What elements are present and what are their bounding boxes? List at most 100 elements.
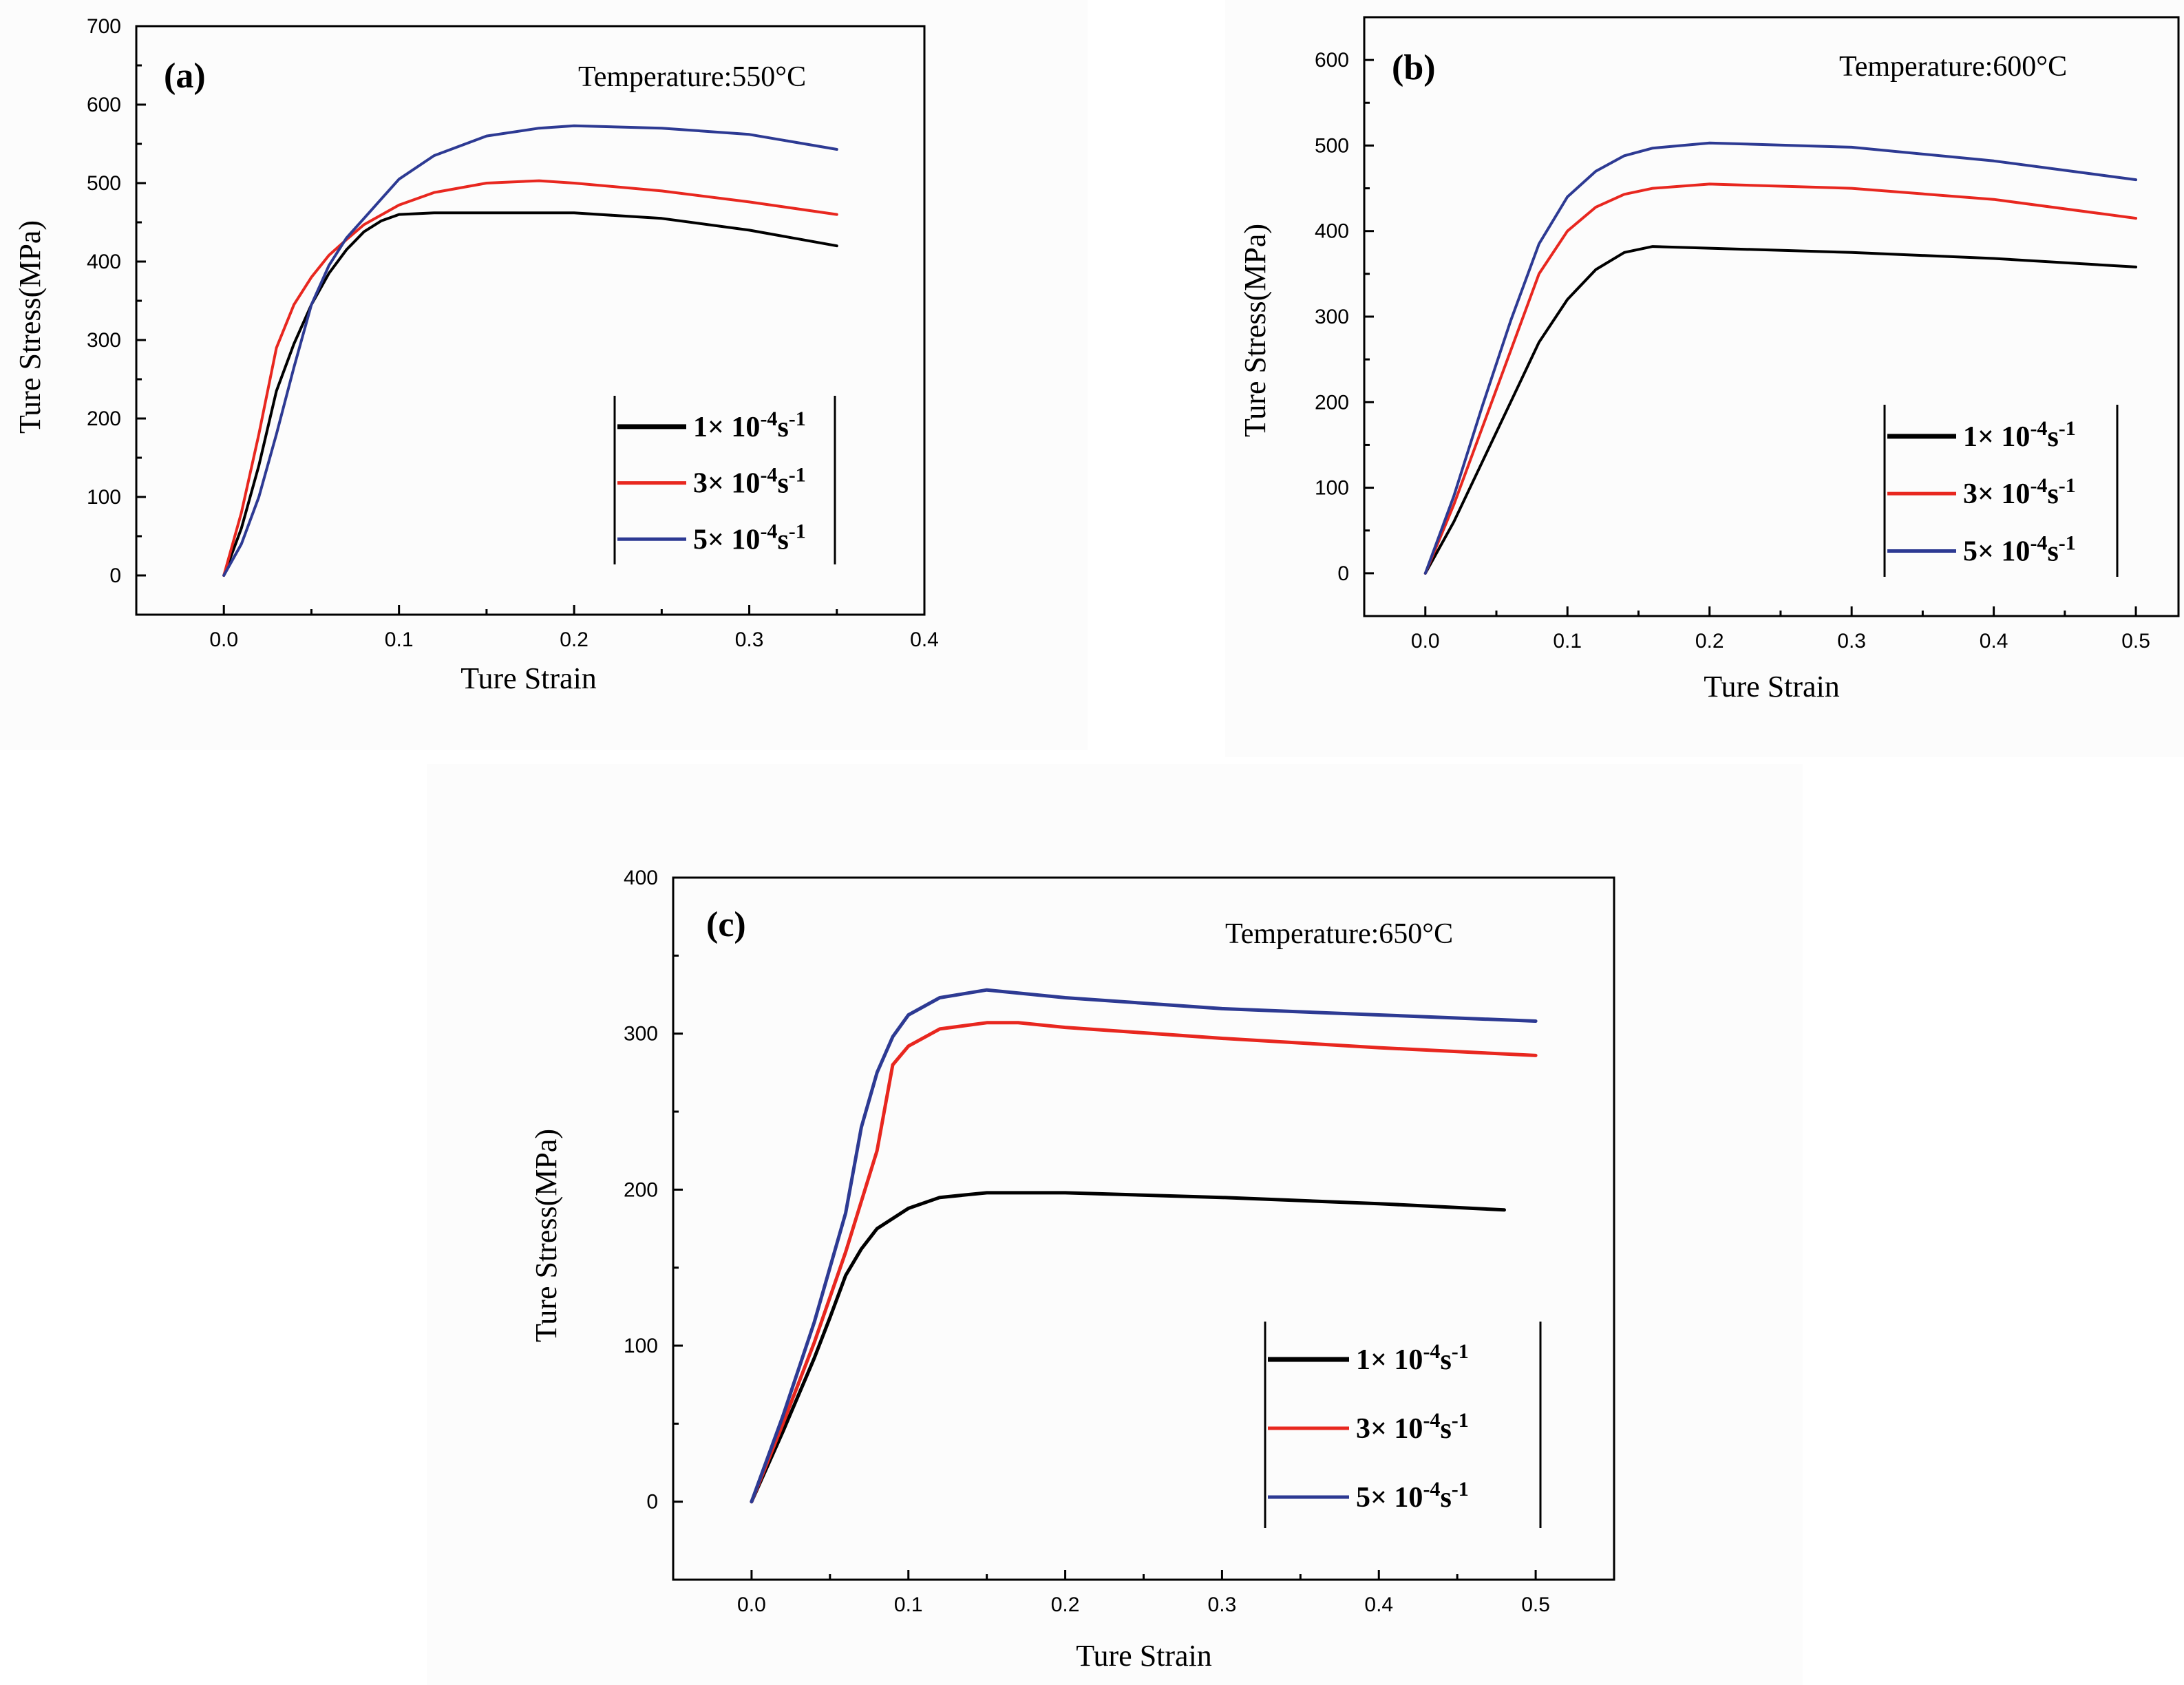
x-tick-label-a: 0.1 (385, 628, 414, 651)
x-tick-label-c: 0.1 (894, 1593, 923, 1616)
series-line-c-1 (750, 1191, 1506, 1504)
y-tick-label-c: 100 (624, 1335, 658, 1357)
legend-label-b-3: 5× 10-4s-1 (1963, 532, 2076, 568)
x-tick-label-b: 0.4 (1980, 630, 2008, 653)
y-tick-label-a: 300 (87, 329, 121, 352)
y-tick-label-b: 400 (1315, 220, 1349, 243)
x-tick-label-c: 0.3 (1208, 1593, 1237, 1616)
series-line-a-2 (222, 179, 838, 577)
legend-c: 1× 10-4s-13× 10-4s-15× 10-4s-1 (1264, 1322, 1542, 1528)
y-tick-label-b: 100 (1315, 477, 1349, 500)
legend-label-part: 1× 10 (1963, 421, 2030, 453)
x-tick-label-b: 0.0 (1411, 630, 1440, 653)
x-tick-label-c: 0.0 (737, 1593, 766, 1616)
y-axis-title-b: Ture Stress(MPa) (1238, 224, 1272, 437)
legend-label-b-1: 1× 10-4s-1 (1963, 417, 2076, 453)
series-line-c-3 (750, 988, 1538, 1504)
x-tick-label-c: 0.5 (1521, 1593, 1550, 1616)
series-line-a-1 (222, 211, 838, 577)
y-axis-title-c: Ture Stress(MPa) (529, 1129, 563, 1342)
panel-b-background (1225, 0, 2184, 757)
y-tick-label-a: 700 (87, 15, 121, 38)
legend-label-part: 5× 10 (693, 524, 760, 555)
legend-label-part: -1 (2059, 532, 2076, 555)
legend-label-part: -4 (1423, 1340, 1440, 1363)
y-tick-label-b: 600 (1315, 49, 1349, 72)
x-tick-label-a: 0.2 (560, 628, 589, 651)
x-tick-label-b: 0.1 (1553, 630, 1582, 653)
legend-label-a-1: 1× 10-4s-1 (693, 407, 806, 443)
legend-label-part: 1× 10 (1356, 1344, 1423, 1376)
y-tick-label-c: 300 (624, 1023, 658, 1046)
legend-border-a (613, 396, 836, 564)
legend-label-part: -4 (1423, 1409, 1440, 1432)
legend-label-part: 3× 10 (1963, 478, 2030, 510)
x-tick-label-c: 0.2 (1051, 1593, 1080, 1616)
legend-label-part: s (2047, 421, 2058, 453)
y-tick-label-a: 500 (87, 172, 121, 195)
legend-label-part: -4 (760, 464, 777, 487)
legend-label-part: 5× 10 (1356, 1482, 1423, 1514)
x-tick-label-a: 0.4 (910, 628, 939, 651)
y-tick-label-a: 200 (87, 407, 121, 430)
x-axis-title-c: Ture Strain (1076, 1639, 1212, 1673)
panel-c-background (427, 764, 1803, 1685)
y-axis-title-a: Ture Stress(MPa) (13, 220, 47, 434)
x-tick-label-b: 0.5 (2121, 630, 2150, 653)
legend-label-part: s (2047, 536, 2058, 568)
panel-label-b: (b) (1392, 48, 1436, 87)
y-tick-label-c: 200 (624, 1178, 658, 1201)
temperature-annotation-c: Temperature:650°C (1225, 918, 1453, 950)
legend-label-c-2: 3× 10-4s-1 (1356, 1409, 1469, 1445)
chart-panels: 0.0 0.1 0.2 0.3 0.4 0 100 200 300 400 500 600 700 Tur… (13, 15, 2180, 1673)
legend-label-part: -1 (2059, 474, 2076, 497)
y-tick-label-a: 400 (87, 251, 121, 273)
legend-label-part: s (1440, 1482, 1451, 1514)
legend-label-c-1: 1× 10-4s-1 (1356, 1340, 1469, 1376)
series-line-b-3 (1423, 141, 2138, 575)
y-tick-label-b: 200 (1315, 391, 1349, 414)
legend-label-part: -4 (760, 520, 777, 542)
chart-b: 0.0 0.1 0.2 0.3 0.4 0.5 0 100 200 300 400 500 600 Tur… (1238, 16, 2180, 703)
chart-a: 0.0 0.1 0.2 0.3 0.4 0 100 200 300 400 500 600 700 Tur… (13, 15, 939, 695)
plot-frame-a (135, 25, 926, 616)
y-tick-label-c: 0 (646, 1491, 658, 1514)
legend-border-b (1883, 405, 2119, 577)
panel-label-a: (a) (164, 56, 206, 96)
y-tick-label-c: 400 (624, 867, 658, 889)
x-tick-label-c: 0.4 (1364, 1593, 1393, 1616)
series-line-b-1 (1423, 245, 2138, 575)
panel-a-background (0, 0, 1088, 750)
legend-label-part: -4 (2030, 474, 2047, 497)
y-tick-label-a: 600 (87, 94, 121, 116)
legend-label-part: -1 (1452, 1409, 1469, 1432)
legend-label-part: -4 (2030, 417, 2047, 440)
legend-label-part: -1 (789, 520, 806, 542)
legend-label-part: -1 (789, 464, 806, 487)
temperature-annotation-b: Temperature:600°C (1839, 51, 2067, 83)
legend-label-part: -1 (1452, 1340, 1469, 1363)
x-tick-label-b: 0.3 (1837, 630, 1866, 653)
y-tick-label-b: 300 (1315, 306, 1349, 328)
x-tick-label-a: 0.0 (209, 628, 238, 651)
legend-label-b-2: 3× 10-4s-1 (1963, 474, 2076, 510)
x-tick-label-a: 0.3 (735, 628, 764, 651)
legend-label-part: s (1440, 1344, 1451, 1376)
y-tick-label-b: 500 (1315, 134, 1349, 157)
panel-label-c: (c) (706, 905, 746, 944)
y-tick-label-a: 100 (87, 486, 121, 509)
legend-label-part: s (777, 468, 788, 500)
legend-label-part: s (777, 412, 788, 443)
x-axis-title-b: Ture Strain (1704, 670, 1840, 703)
legend-label-a-3: 5× 10-4s-1 (693, 520, 806, 555)
legend-label-c-3: 5× 10-4s-1 (1356, 1478, 1469, 1514)
legend-label-part: 5× 10 (1963, 536, 2030, 568)
legend-label-part: -1 (1452, 1478, 1469, 1501)
legend-label-part: 3× 10 (1356, 1413, 1423, 1445)
legend-label-part: s (777, 524, 788, 555)
y-tick-label-a: 0 (109, 564, 121, 587)
legend-label-part: 3× 10 (693, 468, 760, 500)
x-axis-title-a: Ture Strain (460, 661, 597, 695)
legend-label-part: 1× 10 (693, 412, 760, 443)
